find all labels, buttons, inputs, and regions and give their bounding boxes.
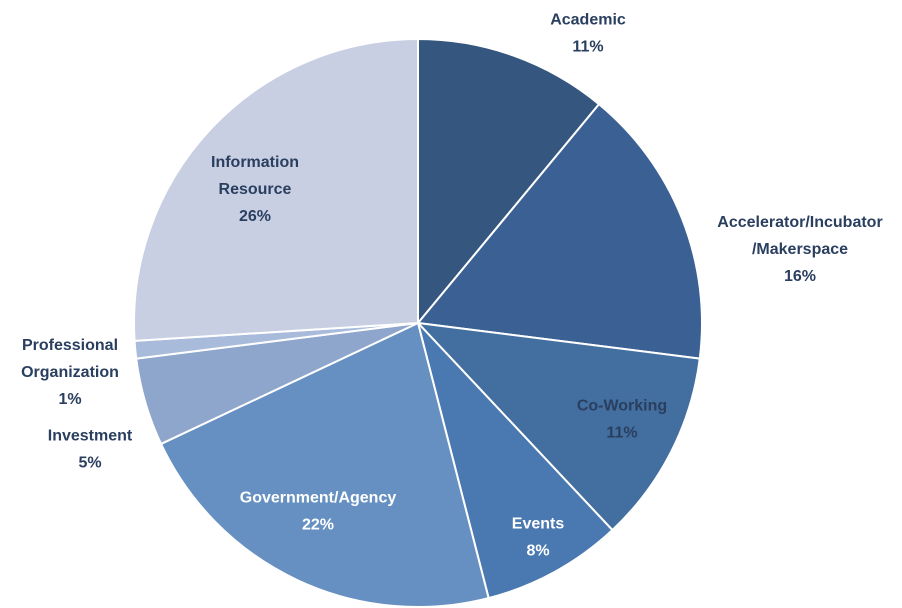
pie-slice	[417, 37, 601, 326]
value-label: 1%	[58, 391, 81, 408]
category-label-line: Organization	[21, 364, 119, 381]
pie-slice	[417, 322, 614, 600]
value-label: 26%	[239, 208, 271, 225]
value-label: 8%	[526, 543, 549, 560]
category-label-line: Academic	[550, 12, 626, 29]
category-label: Academic	[550, 12, 626, 29]
category-label-line: Events	[512, 516, 565, 533]
category-label-line: Professional	[22, 337, 118, 354]
value-label: 22%	[302, 517, 334, 534]
pie-slice	[159, 321, 490, 608]
value-label: 5%	[78, 455, 101, 472]
pie-slice	[415, 321, 701, 532]
pie-slice	[416, 102, 703, 360]
category-label: Government/Agency	[240, 490, 397, 507]
category-label-line: Information	[211, 154, 299, 171]
category-label-line: Government/Agency	[240, 490, 397, 507]
category-label-line: Co-Working	[577, 398, 667, 415]
category-label: Events	[512, 516, 565, 533]
category-label: Information Resource	[211, 154, 299, 198]
value-label: 16%	[784, 268, 816, 285]
category-label: Investment	[48, 428, 133, 445]
category-label-line: /Makerspace	[752, 241, 848, 258]
value-label: 11%	[572, 39, 603, 56]
category-label: Accelerator/Incubator/Makerspace	[717, 214, 882, 258]
pie-slice	[133, 37, 419, 342]
category-label-line: Resource	[219, 181, 292, 198]
category-label: Professional Organization	[21, 337, 119, 381]
category-label-line: Investment	[48, 428, 133, 445]
category-label: Co-Working	[577, 398, 667, 415]
category-label-line: Accelerator/Incubator	[717, 214, 882, 231]
value-label: 11%	[606, 425, 637, 442]
